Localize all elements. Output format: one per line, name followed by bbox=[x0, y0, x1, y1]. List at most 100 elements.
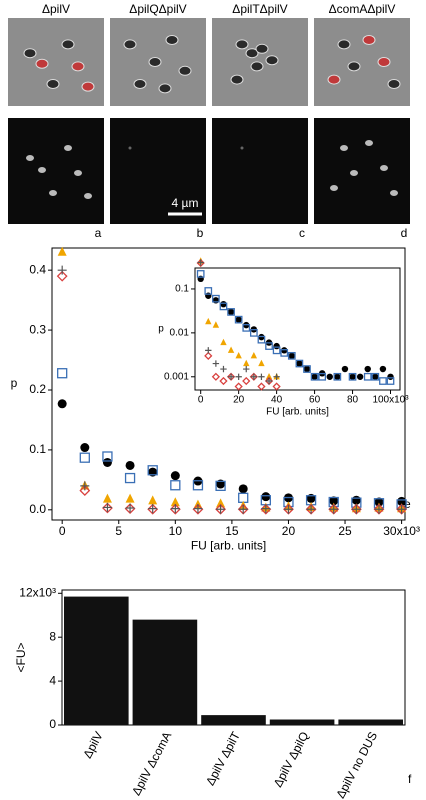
point bbox=[79, 452, 90, 463]
y-axis-label: p bbox=[11, 376, 18, 390]
fluor-spot bbox=[128, 146, 132, 150]
point bbox=[102, 451, 113, 462]
fluor-spot bbox=[84, 193, 92, 199]
point bbox=[212, 360, 220, 367]
bar bbox=[338, 719, 403, 725]
fluor-spot bbox=[240, 146, 244, 150]
cell bbox=[61, 39, 75, 50]
panel-label: f bbox=[408, 772, 412, 786]
point bbox=[227, 308, 235, 316]
point bbox=[364, 365, 371, 373]
y-tick-label: 0.2 bbox=[29, 382, 46, 396]
y-tick-label: 0.4 bbox=[29, 262, 46, 276]
y-tick-label: 0.01 bbox=[170, 328, 190, 339]
phase-image bbox=[8, 18, 104, 106]
x-tick-label: ΔpilV no DUS bbox=[333, 729, 380, 800]
point bbox=[215, 480, 226, 492]
x-tick-label: 20 bbox=[282, 524, 296, 538]
cell bbox=[235, 39, 249, 50]
cell bbox=[81, 81, 95, 92]
point bbox=[242, 376, 251, 386]
point bbox=[272, 382, 281, 391]
point bbox=[170, 480, 181, 491]
cell bbox=[23, 48, 37, 59]
point bbox=[281, 347, 288, 354]
x-tick-label: 15 bbox=[225, 524, 239, 538]
point bbox=[219, 376, 228, 386]
point bbox=[349, 373, 356, 380]
panel-title: ΔcomAΔpilV bbox=[329, 2, 396, 16]
point bbox=[169, 503, 181, 515]
y-tick-label: 8 bbox=[49, 629, 56, 643]
fluorescence-image bbox=[212, 118, 308, 224]
y-tick-label: 0.1 bbox=[175, 284, 189, 295]
point bbox=[333, 372, 342, 381]
point bbox=[265, 342, 273, 350]
cell bbox=[148, 57, 162, 67]
point bbox=[205, 347, 212, 354]
panel-title: ΔpilV bbox=[42, 2, 70, 16]
point bbox=[318, 372, 327, 381]
point bbox=[265, 372, 273, 380]
point bbox=[102, 502, 112, 512]
point bbox=[147, 465, 158, 476]
point bbox=[227, 346, 235, 353]
point bbox=[250, 373, 258, 380]
point bbox=[272, 346, 281, 355]
point bbox=[148, 495, 158, 505]
y-tick-label: 0 bbox=[49, 717, 56, 731]
point bbox=[258, 333, 265, 341]
point bbox=[235, 373, 242, 380]
x-tick-label: 25 bbox=[338, 524, 352, 538]
point bbox=[125, 493, 135, 503]
fluor-spot bbox=[38, 167, 46, 173]
fluor-spot bbox=[350, 170, 358, 176]
point bbox=[147, 503, 159, 515]
x-tick-label: ΔpilV bbox=[80, 729, 106, 760]
fluor-spot bbox=[74, 170, 82, 176]
cell bbox=[250, 61, 264, 72]
bar bbox=[269, 719, 335, 725]
point bbox=[235, 316, 242, 323]
fluor-spot bbox=[340, 145, 348, 151]
point bbox=[374, 497, 384, 507]
point bbox=[374, 504, 384, 514]
point bbox=[329, 504, 339, 514]
panel-title: ΔpilTΔpilV bbox=[232, 2, 287, 16]
point bbox=[124, 503, 136, 515]
x-axis-label: FU [arb. units] bbox=[191, 539, 266, 553]
y-axis-label: <FU> bbox=[14, 642, 28, 672]
point bbox=[257, 382, 266, 391]
point bbox=[243, 359, 250, 367]
point bbox=[379, 365, 387, 373]
y-tick-label: 12x10³ bbox=[19, 585, 56, 599]
point bbox=[334, 373, 341, 380]
point bbox=[216, 504, 226, 514]
point bbox=[311, 373, 318, 380]
point bbox=[125, 503, 135, 513]
x-tick-label: 10 bbox=[169, 524, 183, 538]
cell bbox=[377, 57, 391, 67]
point bbox=[220, 338, 227, 346]
point bbox=[310, 372, 319, 381]
cell bbox=[158, 83, 172, 94]
x-tick-label: 100x10³ bbox=[372, 395, 409, 406]
point bbox=[57, 265, 67, 275]
point bbox=[261, 492, 271, 502]
point bbox=[242, 324, 251, 332]
fluorescence-image bbox=[8, 118, 104, 224]
point bbox=[102, 493, 112, 503]
y-tick-label: 0.3 bbox=[29, 322, 46, 336]
point bbox=[212, 321, 220, 328]
x-tick-label: 0 bbox=[198, 395, 204, 406]
point bbox=[249, 329, 258, 337]
point bbox=[348, 372, 357, 381]
panel-label: d bbox=[401, 226, 408, 240]
point bbox=[258, 373, 265, 380]
fluor-spot bbox=[380, 165, 388, 171]
point bbox=[386, 377, 395, 385]
x-tick-label: ΔpilV ΔpilT bbox=[203, 729, 243, 788]
point bbox=[238, 484, 248, 494]
bar bbox=[64, 596, 129, 725]
x-tick-label: 0 bbox=[59, 524, 66, 538]
